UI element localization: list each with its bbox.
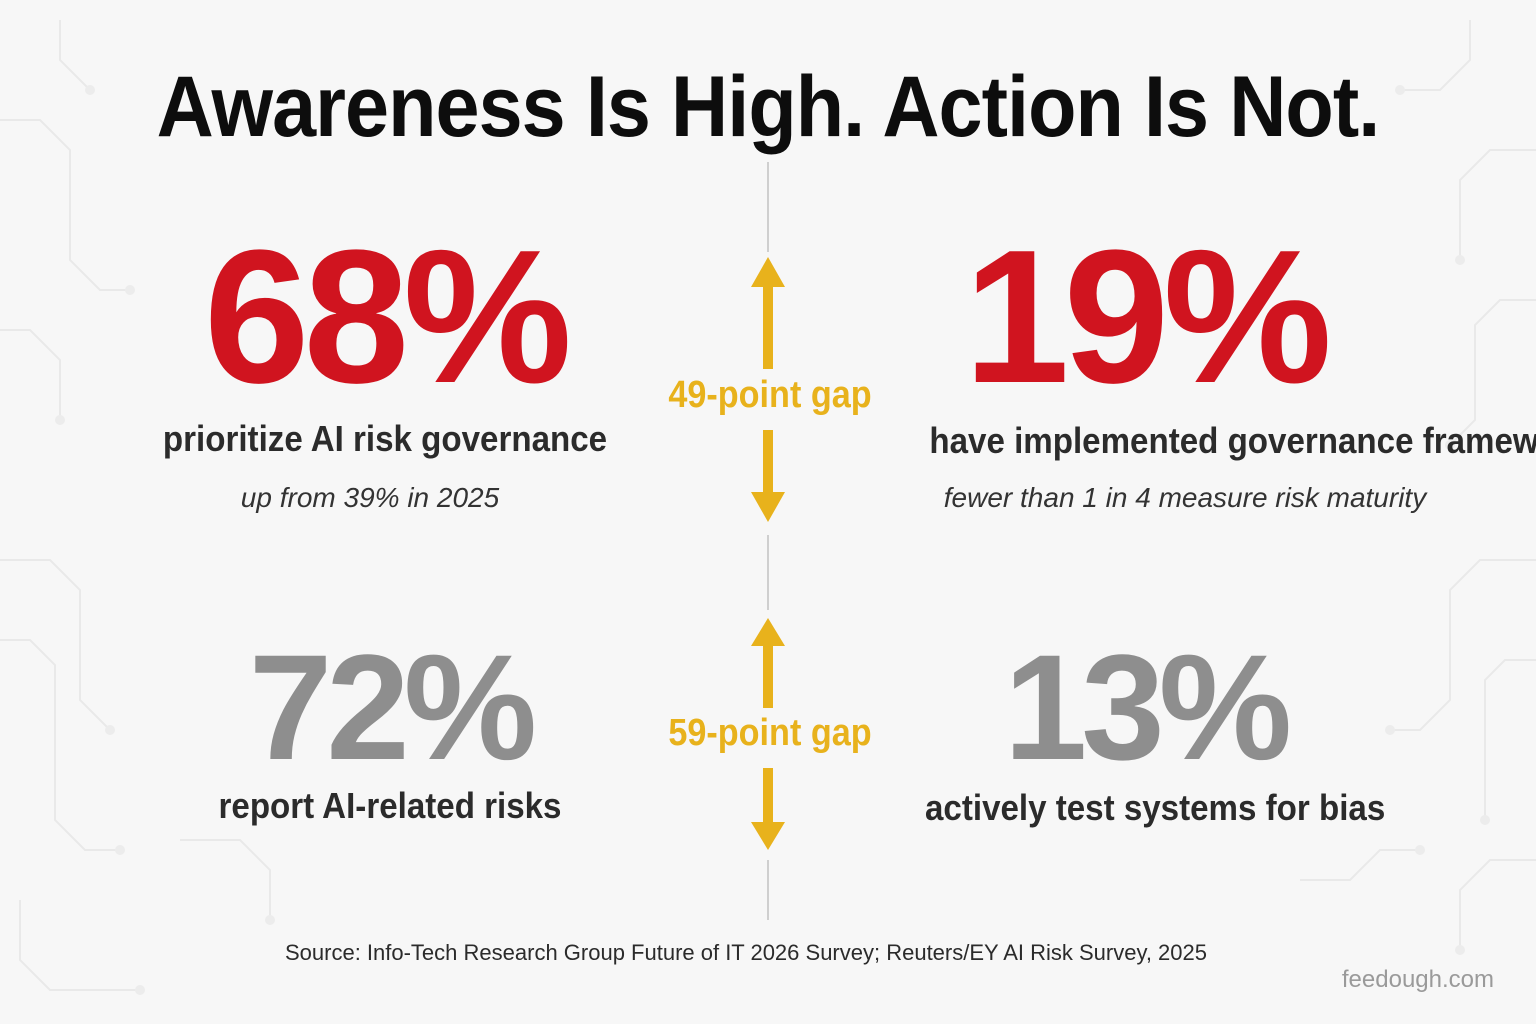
stat-description: actively test systems for bias bbox=[925, 787, 1386, 828]
gap-label: 49-point gap bbox=[668, 374, 872, 416]
gap-label: 59-point gap bbox=[668, 712, 872, 754]
arrow-up-icon bbox=[751, 618, 785, 708]
stat-description: report AI-related risks bbox=[218, 785, 562, 826]
stat-note: fewer than 1 in 4 measure risk maturity bbox=[943, 482, 1427, 513]
source-citation: Source: Info-Tech Research Group Future … bbox=[284, 940, 1207, 965]
divider-line bbox=[767, 535, 769, 610]
stat-description: have implemented governance frameworks bbox=[929, 420, 1536, 461]
divider-line bbox=[767, 860, 769, 920]
stat-test-bias: 13% bbox=[1003, 623, 1292, 791]
stat-implemented-frameworks: 19% bbox=[963, 211, 1332, 423]
arrow-down-icon bbox=[751, 430, 785, 522]
arrow-up-icon bbox=[751, 257, 785, 369]
stat-prioritize-governance: 68% bbox=[203, 211, 572, 423]
stat-note: up from 39% in 2025 bbox=[240, 482, 500, 513]
stat-report-risks: 72% bbox=[248, 623, 537, 791]
arrow-down-icon bbox=[751, 768, 785, 850]
divider-line bbox=[767, 162, 769, 252]
stat-description: prioritize AI risk governance bbox=[162, 418, 608, 459]
page-title: Awareness Is High. Action Is Not. bbox=[156, 59, 1381, 155]
brand-watermark: feedough.com bbox=[1341, 966, 1494, 993]
